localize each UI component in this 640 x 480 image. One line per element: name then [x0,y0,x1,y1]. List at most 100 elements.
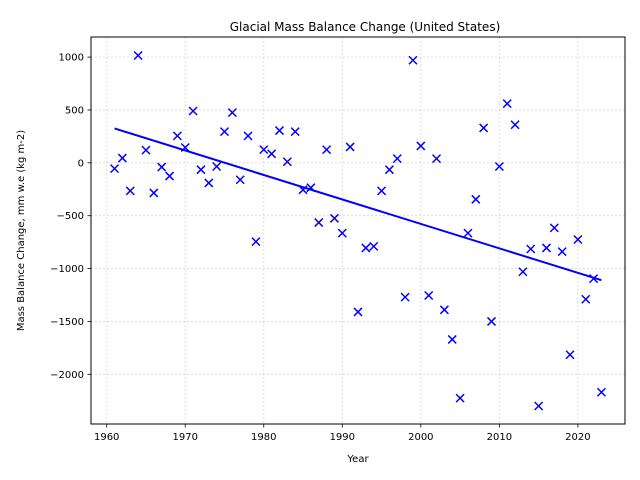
data-point [384,165,394,175]
data-point [510,120,520,130]
x-tick-label: 1980 [251,432,276,443]
chart-title: Glacial Mass Balance Change (United Stat… [230,20,501,34]
point-marker-stroke [392,154,402,164]
y-tick-label: 1000 [59,53,84,64]
point-marker-stroke [541,243,552,253]
point-marker-stroke [400,292,410,302]
data-point [463,228,473,238]
trend-layer [114,127,602,282]
data-point [526,244,536,254]
data-point [306,183,316,193]
x-tick-label: 1970 [173,432,198,443]
data-point [141,145,151,155]
data-point [196,165,206,175]
point-marker-stroke [596,387,606,397]
point-marker-stroke [439,305,449,315]
data-point [282,157,292,167]
y-tick-label: −500 [57,211,84,222]
point-marker-stroke [518,267,528,277]
data-point [133,50,143,61]
x-axis-label: Year [346,454,369,465]
point-marker-stroke [290,127,300,137]
point-marker-stroke [408,55,418,65]
point-marker-stroke [502,99,512,109]
data-point [259,145,269,155]
data-point [589,274,599,284]
point-marker-stroke [463,228,473,238]
point-marker-stroke [361,243,371,253]
data-point [400,292,410,302]
data-point [117,153,127,163]
data-point [557,247,567,257]
data-point [581,294,591,304]
data-point [596,387,606,397]
data-point [298,185,308,195]
data-point [164,171,175,181]
y-tick-label: 0 [78,158,84,169]
point-marker-stroke [494,161,504,172]
point-marker-stroke [204,178,214,188]
data-point [486,316,497,326]
data-point [322,145,332,155]
data-points [110,50,606,411]
data-point [408,55,418,65]
point-marker-stroke [141,145,151,155]
data-point [361,243,371,253]
data-point [110,164,120,174]
point-marker-stroke [298,185,308,195]
point-marker-stroke [565,350,575,360]
point-marker-stroke [219,127,230,137]
data-point [353,307,363,317]
point-marker-stroke [180,142,190,153]
x-tick-label: 2020 [565,432,590,443]
point-marker-stroke [510,120,520,130]
point-marker-stroke [345,142,355,152]
y-tick-label: −1500 [50,317,84,328]
data-point [439,305,449,315]
point-marker-stroke [589,274,599,284]
point-marker-stroke [526,244,536,254]
point-marker-stroke [549,223,559,233]
point-marker-stroke [314,218,324,228]
point-marker-stroke [164,171,175,181]
point-marker-stroke [125,186,135,196]
point-marker-stroke [479,123,489,133]
point-marker-stroke [377,186,387,196]
data-point [494,161,504,172]
point-marker-stroke [581,294,591,304]
point-marker-stroke [157,162,167,172]
data-point [274,126,285,136]
x-tick-label: 1960 [94,432,119,443]
point-marker-stroke [471,194,481,204]
point-marker-stroke [455,393,465,403]
point-marker-stroke [329,213,339,223]
data-point [479,123,489,133]
data-point [518,267,528,277]
data-point [337,228,347,238]
point-marker-stroke [172,131,182,141]
y-axis-label: Mass Balance Change, mm w.e (kg m-2) [16,130,27,331]
data-point [172,131,182,141]
point-marker-stroke [259,145,269,155]
point-marker-stroke [557,247,567,257]
data-point [424,290,434,301]
data-point [149,188,159,198]
point-marker-stroke [267,149,277,159]
point-marker-stroke [282,157,292,167]
data-point [125,186,135,196]
y-tick-label: −1000 [50,264,84,275]
point-marker-stroke [369,241,379,251]
x-tick-label: 2010 [487,432,512,443]
data-point [416,141,426,151]
point-marker-stroke [424,290,434,301]
data-point [180,142,190,153]
data-point [565,350,575,360]
point-marker-stroke [447,334,457,344]
point-marker-stroke [322,145,332,155]
data-point [431,154,442,164]
data-point [251,237,261,247]
data-point [573,234,583,245]
plot-area-frame [90,36,626,425]
data-point [534,401,544,411]
